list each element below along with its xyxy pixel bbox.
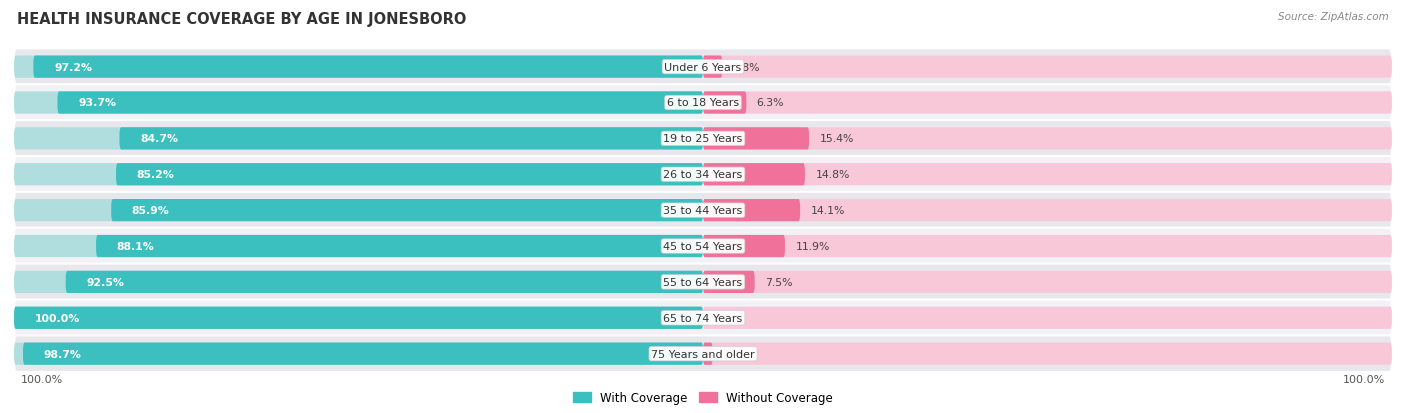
FancyBboxPatch shape <box>111 199 703 222</box>
FancyBboxPatch shape <box>14 199 703 222</box>
FancyBboxPatch shape <box>703 199 1392 222</box>
FancyBboxPatch shape <box>96 235 703 258</box>
Text: 84.7%: 84.7% <box>141 134 179 144</box>
Text: 85.2%: 85.2% <box>136 170 174 180</box>
Text: 19 to 25 Years: 19 to 25 Years <box>664 134 742 144</box>
FancyBboxPatch shape <box>14 92 703 114</box>
FancyBboxPatch shape <box>66 271 703 293</box>
Text: 85.9%: 85.9% <box>132 206 170 216</box>
FancyBboxPatch shape <box>703 343 1392 365</box>
FancyBboxPatch shape <box>14 49 1392 86</box>
FancyBboxPatch shape <box>58 92 703 114</box>
Text: HEALTH INSURANCE COVERAGE BY AGE IN JONESBORO: HEALTH INSURANCE COVERAGE BY AGE IN JONE… <box>17 12 467 27</box>
FancyBboxPatch shape <box>14 164 703 186</box>
FancyBboxPatch shape <box>703 271 1392 293</box>
Text: 14.8%: 14.8% <box>815 170 849 180</box>
FancyBboxPatch shape <box>14 307 703 329</box>
Text: Source: ZipAtlas.com: Source: ZipAtlas.com <box>1278 12 1389 22</box>
Text: 2.8%: 2.8% <box>733 62 761 72</box>
Text: 7.5%: 7.5% <box>765 277 793 287</box>
FancyBboxPatch shape <box>120 128 703 150</box>
FancyBboxPatch shape <box>34 56 703 78</box>
FancyBboxPatch shape <box>14 307 703 329</box>
FancyBboxPatch shape <box>703 164 1392 186</box>
FancyBboxPatch shape <box>14 271 703 293</box>
Text: 26 to 34 Years: 26 to 34 Years <box>664 170 742 180</box>
FancyBboxPatch shape <box>14 121 1392 157</box>
FancyBboxPatch shape <box>14 235 703 258</box>
Text: 11.9%: 11.9% <box>796 242 830 252</box>
FancyBboxPatch shape <box>14 56 703 78</box>
FancyBboxPatch shape <box>14 192 1392 229</box>
FancyBboxPatch shape <box>14 128 703 150</box>
Text: 98.7%: 98.7% <box>44 349 82 359</box>
Text: 6 to 18 Years: 6 to 18 Years <box>666 98 740 108</box>
FancyBboxPatch shape <box>14 343 703 365</box>
FancyBboxPatch shape <box>22 343 703 365</box>
Text: 55 to 64 Years: 55 to 64 Years <box>664 277 742 287</box>
FancyBboxPatch shape <box>117 164 703 186</box>
FancyBboxPatch shape <box>703 199 800 222</box>
Text: 15.4%: 15.4% <box>820 134 853 144</box>
FancyBboxPatch shape <box>703 92 747 114</box>
Text: 97.2%: 97.2% <box>53 62 91 72</box>
Text: 35 to 44 Years: 35 to 44 Years <box>664 206 742 216</box>
Text: 14.1%: 14.1% <box>810 206 845 216</box>
Text: 6.3%: 6.3% <box>756 98 785 108</box>
FancyBboxPatch shape <box>14 157 1392 193</box>
FancyBboxPatch shape <box>14 300 1392 336</box>
Legend: With Coverage, Without Coverage: With Coverage, Without Coverage <box>569 388 837 408</box>
Text: 1.4%: 1.4% <box>723 349 751 359</box>
Text: 75 Years and older: 75 Years and older <box>651 349 755 359</box>
FancyBboxPatch shape <box>703 56 1392 78</box>
Text: 100.0%: 100.0% <box>1343 375 1385 385</box>
Text: 93.7%: 93.7% <box>79 98 117 108</box>
FancyBboxPatch shape <box>703 343 713 365</box>
FancyBboxPatch shape <box>703 235 785 258</box>
FancyBboxPatch shape <box>703 235 1392 258</box>
FancyBboxPatch shape <box>703 307 1392 329</box>
FancyBboxPatch shape <box>14 335 1392 372</box>
FancyBboxPatch shape <box>703 92 1392 114</box>
Text: 88.1%: 88.1% <box>117 242 155 252</box>
Text: 65 to 74 Years: 65 to 74 Years <box>664 313 742 323</box>
FancyBboxPatch shape <box>703 128 1392 150</box>
FancyBboxPatch shape <box>14 228 1392 265</box>
Text: 92.5%: 92.5% <box>86 277 124 287</box>
Text: 100.0%: 100.0% <box>21 375 63 385</box>
Text: 45 to 54 Years: 45 to 54 Years <box>664 242 742 252</box>
Text: 0.0%: 0.0% <box>713 313 741 323</box>
FancyBboxPatch shape <box>14 264 1392 301</box>
FancyBboxPatch shape <box>703 164 806 186</box>
FancyBboxPatch shape <box>703 271 755 293</box>
FancyBboxPatch shape <box>703 56 723 78</box>
Text: 100.0%: 100.0% <box>35 313 80 323</box>
FancyBboxPatch shape <box>14 85 1392 121</box>
Text: Under 6 Years: Under 6 Years <box>665 62 741 72</box>
FancyBboxPatch shape <box>703 128 808 150</box>
